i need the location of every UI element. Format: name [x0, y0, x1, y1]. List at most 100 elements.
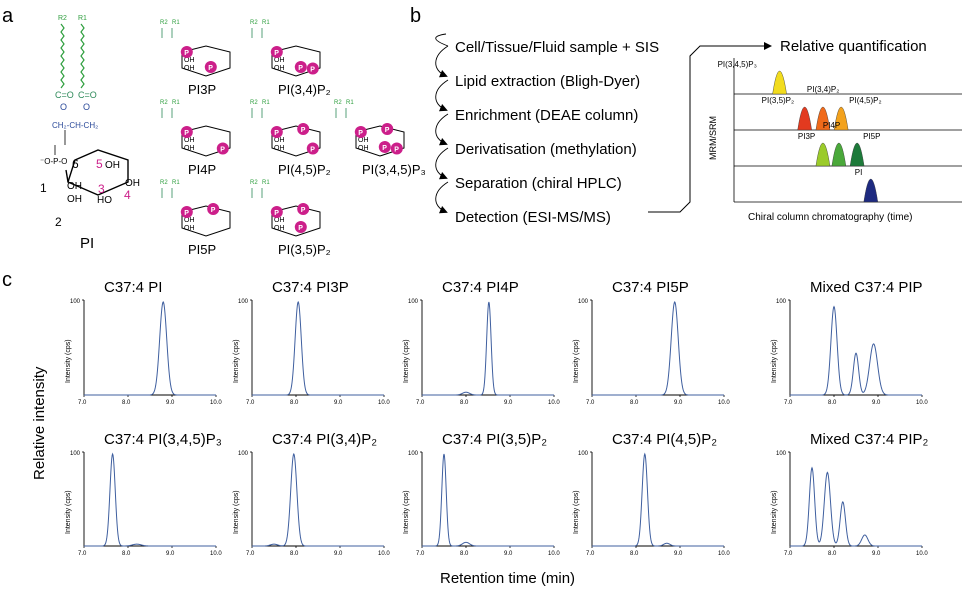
- y-tick-label: 100: [70, 451, 81, 457]
- chromatogram: Mixed C37:4 PIP 100 Intensity (cps) 7.0 8.0 9…: [771, 279, 928, 406]
- species-label: PI(3,4,5)P₃: [362, 162, 426, 177]
- quant-peak-label: PI(4,5)P₂: [849, 96, 881, 105]
- phosphate-icon: [204, 61, 217, 73]
- chromatogram-title: Mixed C37:4 PIP₂: [810, 431, 929, 448]
- species-ester-bonds: [161, 188, 173, 198]
- species-ring: [181, 45, 231, 77]
- x-tick-label: 8.0: [122, 400, 131, 406]
- chromatogram: C37:4 PI(3,4)P₂ 100 Intensity (cps) 7.0 8.0 9…: [233, 431, 390, 557]
- ring-number-3: 3: [98, 182, 105, 196]
- retention-time-label: Retention time (min): [440, 570, 575, 587]
- workflow: Cell/Tissue/Fluid sample + SIS Lipid extr…: [435, 33, 659, 226]
- species-hydroxyl: OH: [274, 225, 285, 232]
- quant-peak: [849, 143, 865, 167]
- x-tick-label: 9.0: [504, 400, 513, 406]
- chromatogram: Mixed C37:4 PIP₂ 100 Intensity (cps) 7.0 8.0…: [771, 431, 929, 557]
- species-ester-bonds: [161, 108, 173, 118]
- x-tick-label: 9.0: [872, 551, 881, 557]
- phosphate-icon: [180, 126, 193, 138]
- ring-number-2: 2: [55, 215, 62, 229]
- species-chain-label-r2: R2: [334, 100, 342, 106]
- species-label: PI(3,4)P₂: [278, 82, 331, 97]
- phosphate-icon: [306, 62, 319, 75]
- chromatogram: C37:4 PI 100 Intensity (cps) 7.0 8.0 9.0 10.0: [65, 279, 222, 406]
- x-tick-label: 7.0: [586, 551, 595, 557]
- species-chain-label-r1: R1: [172, 20, 180, 26]
- y-axis-label: Intensity (cps): [403, 339, 410, 383]
- x-tick-label: 7.0: [784, 400, 793, 406]
- quant-peak-label: PI(3,4,5)P₃: [718, 60, 757, 69]
- phosphate-mark: P: [301, 207, 306, 214]
- x-tick-label: 8.0: [630, 551, 639, 557]
- phosphate-icon: [270, 206, 283, 218]
- chromatogram-trace: [790, 305, 922, 396]
- x-tick-label: 7.0: [416, 400, 425, 406]
- phosphate-mark: P: [301, 127, 306, 134]
- chromatogram: C37:4 PI4P 100 Intensity (cps) 7.0 8.0 9.0 10.…: [403, 279, 560, 406]
- chromatogram-title: C37:4 PI3P: [272, 279, 349, 296]
- x-tick-label: 7.0: [78, 400, 87, 406]
- workflow-connector: [435, 181, 449, 214]
- y-tick-label: 100: [776, 299, 787, 305]
- chromatogram-trace: [252, 452, 384, 547]
- species-chain-label-r2: R2: [160, 100, 168, 106]
- species-hydroxyl: OH: [274, 65, 285, 72]
- x-tick-label: 8.0: [460, 400, 469, 406]
- fatty-chain-r1: [80, 23, 85, 89]
- chromatogram-trace: [84, 452, 216, 547]
- fatty-chain-r2: [60, 23, 65, 89]
- x-tick-label: 10.0: [718, 551, 730, 557]
- relative-intensity-label: Relative intensity: [31, 366, 48, 480]
- species-hydroxyl: OH: [184, 145, 195, 152]
- hydroxyl-1: OH: [67, 181, 82, 192]
- x-tick-label: 10.0: [916, 400, 928, 406]
- species-hydroxyl: OH: [184, 65, 195, 72]
- species-hydroxyl: OH: [358, 145, 369, 152]
- phosphate-mark: P: [298, 225, 303, 232]
- chromatogram: C37:4 PI(3,4,5)P₃ 100 Intensity (cps) 7.0 8.…: [65, 431, 222, 557]
- chromatogram-trace: [422, 301, 554, 396]
- chromatogram-title: C37:4 PI(3,4,5)P₃: [104, 431, 222, 448]
- chromatogram-trace: [252, 300, 384, 396]
- phosphate-mark: P: [184, 130, 189, 137]
- x-tick-label: 10.0: [210, 551, 222, 557]
- y-axis-label: Intensity (cps): [233, 339, 240, 383]
- workflow-connector: [435, 79, 449, 112]
- x-tick-label: 9.0: [674, 400, 683, 406]
- chromatogram: C37:4 PI5P 100 Intensity (cps) 7.0 8.0 9.0 10.…: [573, 279, 730, 406]
- species-label: PI(3,5)P₂: [278, 242, 331, 257]
- quant-peak-label: PI(3,4)P₂: [807, 85, 839, 94]
- phosphate-mark: P: [211, 207, 216, 214]
- panel-b-label: b: [410, 5, 421, 27]
- chromatogram-title: Mixed C37:4 PIP: [810, 279, 923, 296]
- x-tick-label: 8.0: [828, 551, 837, 557]
- carbonyl-right: C=O: [78, 90, 97, 100]
- x-tick-label: 8.0: [122, 551, 131, 557]
- species-ester-bonds: [251, 188, 263, 198]
- x-tick-label: 8.0: [290, 400, 299, 406]
- species-chain-label-r1: R1: [262, 20, 270, 26]
- y-axis-label: Intensity (cps): [573, 339, 580, 383]
- phosphate-icon: [381, 123, 394, 135]
- quant-peak-label: PI5P: [863, 132, 880, 141]
- phosphate-icon: [390, 142, 403, 155]
- hydroxyl-4: OH: [125, 178, 140, 189]
- chromatogram-trace: [592, 301, 724, 396]
- phosphate-icon: [306, 142, 319, 155]
- x-tick-label: 8.0: [290, 551, 299, 557]
- species-hydroxyl: OH: [184, 137, 195, 144]
- phosphate-icon: [294, 221, 307, 233]
- x-tick-label: 8.0: [828, 400, 837, 406]
- x-tick-label: 10.0: [378, 400, 390, 406]
- chromatogram-trace: [422, 453, 554, 547]
- chromatogram-title: C37:4 PI5P: [612, 279, 689, 296]
- species-hydroxyl: OH: [184, 217, 195, 224]
- chromatogram: C37:4 PI3P 100 Intensity (cps) 7.0 8.0 9.0 10.…: [233, 279, 390, 406]
- chromatogram-title: C37:4 PI4P: [442, 279, 519, 296]
- x-tick-label: 10.0: [378, 551, 390, 557]
- phosphate-mark: P: [310, 67, 315, 74]
- quant-peak-label: PI3P: [798, 132, 815, 141]
